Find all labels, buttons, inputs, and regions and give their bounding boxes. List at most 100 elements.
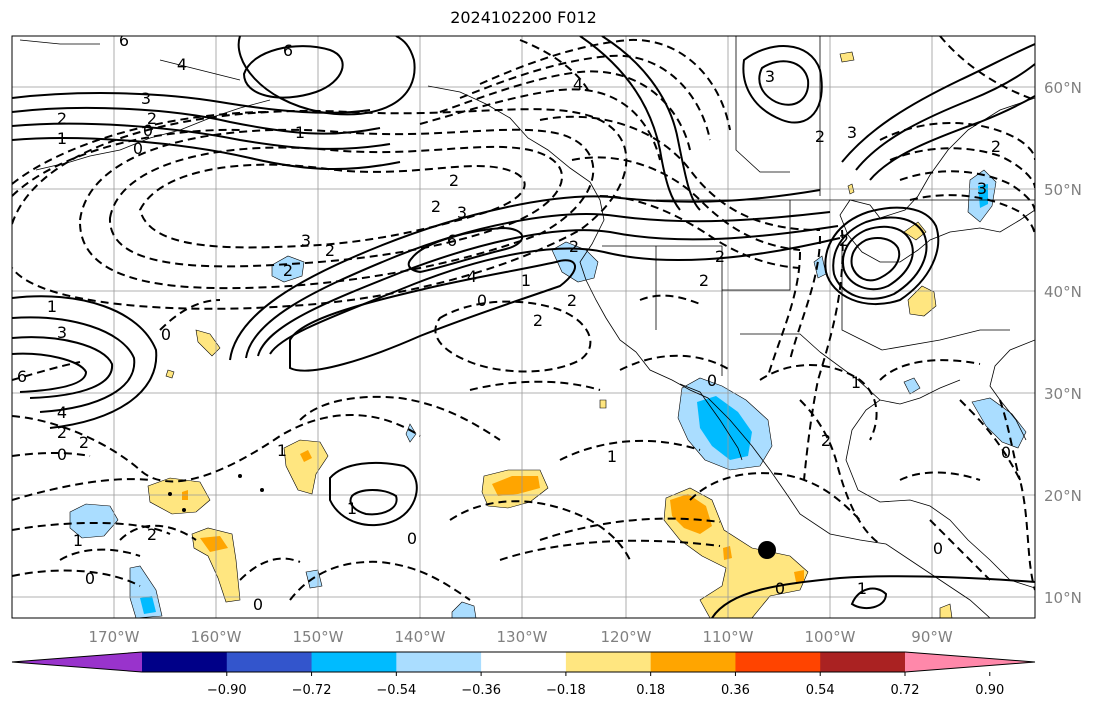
contour-label: 1 — [73, 531, 83, 550]
contour-label: 3 — [457, 203, 467, 222]
islands — [168, 474, 264, 512]
lat-label: 40°N — [1044, 283, 1082, 301]
contour-label: 3 — [141, 89, 151, 108]
colorbar-tick-label: 0.18 — [636, 683, 665, 698]
shaded-orange-mexico-south — [670, 494, 712, 534]
dashed-contours — [12, 36, 1035, 601]
longitude-labels: 170°W 160°W 150°W 140°W 130°W 120°W 110°… — [89, 628, 953, 646]
lat-label: 30°N — [1044, 385, 1082, 403]
plot-frame — [11, 35, 1036, 619]
colorbar-bin — [735, 652, 821, 672]
shaded-orange-pac1 — [492, 476, 540, 496]
colorbar-tick-label: 0.90 — [975, 683, 1004, 698]
shaded-blue-hawaii — [69, 503, 119, 539]
contour-label: 1 — [607, 447, 617, 466]
contour-label: 2 — [57, 109, 67, 128]
map-plot-area: 6 4 3 2 1 0 2 0 1 6 4 3 2 6 4 3 2 2 0 2 … — [12, 31, 1035, 618]
colorbar-tick-label: −0.36 — [461, 683, 501, 698]
lat-label: 60°N — [1044, 79, 1082, 97]
lon-label: 100°W — [805, 628, 856, 646]
colorbar-bin — [142, 652, 228, 672]
contour-label: 3 — [765, 67, 775, 86]
colorbar-tick-label: 0.36 — [721, 683, 750, 698]
colorbar-tick-label: 0.72 — [891, 683, 920, 698]
shaded-orange-pac4 — [200, 536, 228, 552]
contour-label: 2 — [567, 291, 577, 310]
contour-label: 2 — [147, 109, 157, 128]
colorbar-extend-high — [905, 652, 1035, 672]
shaded-blue-florida — [971, 397, 1027, 449]
shaded-blue-pacific — [271, 255, 305, 283]
shaded-orange-pac2 — [300, 450, 312, 462]
lon-label: 130°W — [497, 628, 548, 646]
shaded-cyan-south — [140, 596, 156, 614]
shaded-yellow-pac2 — [283, 439, 329, 495]
contour-label: 4 — [573, 75, 583, 94]
shaded-orange-dot2 — [794, 570, 804, 582]
location-marker — [758, 541, 776, 559]
shaded-cyan-canada — [978, 184, 988, 208]
contour-label: 0 — [477, 291, 487, 310]
colorbar: −0.90 −0.72 −0.54 −0.36 −0.18 0.18 0.36 0.54 0.7… — [11, 651, 1036, 698]
contour-label: 1 — [521, 271, 531, 290]
colorbar-outline — [11, 651, 1036, 673]
contour-label: 0 — [85, 569, 95, 588]
contour-label: 0 — [707, 371, 717, 390]
contour-labels: 6 4 3 2 1 0 2 0 1 6 4 3 2 6 4 3 2 2 0 2 … — [17, 31, 1011, 614]
contour-label: 6 — [119, 31, 129, 50]
shaded-orange-dot — [723, 546, 732, 560]
contour-label: 1 — [47, 297, 57, 316]
shaded-blue-south2 — [305, 569, 323, 589]
lon-label: 90°W — [911, 628, 953, 646]
shaded-yellow-ny — [907, 285, 937, 317]
contour-label: 2 — [147, 525, 157, 544]
contour-label: 2 — [449, 171, 459, 190]
contour-label: 0 — [933, 539, 943, 558]
contour-label: 3 — [57, 323, 67, 342]
colorbar-bin — [820, 652, 906, 672]
colorbar-bin — [226, 652, 313, 672]
colorbar-bin — [565, 652, 652, 672]
shaded-cyan-mexico — [697, 396, 752, 460]
shaded-blue-tiny — [405, 423, 417, 443]
lat-label: 10°N — [1044, 589, 1082, 607]
colorbar-bin — [650, 652, 736, 672]
shaded-blue-gulf — [903, 377, 921, 395]
colorbar-bin — [396, 652, 482, 672]
contour-label: 2 — [815, 127, 825, 146]
shaded-regions — [69, 51, 1027, 618]
contour-label: 6 — [283, 41, 293, 60]
contour-label: 2 — [431, 197, 441, 216]
colorbar-bin — [481, 652, 567, 672]
contour-label: 2 — [325, 241, 335, 260]
contour-label: 3 — [301, 231, 311, 250]
contour-label: 3 — [977, 179, 987, 198]
contour-label: 2 — [699, 271, 709, 290]
contour-label: 1 — [295, 123, 305, 142]
contour-label: 4 — [177, 55, 187, 74]
contour-label: 1 — [57, 129, 67, 148]
lon-label: 140°W — [395, 628, 446, 646]
shaded-blue-tx — [813, 255, 827, 279]
contour-label: 2 — [821, 431, 831, 450]
contour-label: 2 — [533, 311, 543, 330]
contour-label: 1 — [857, 579, 867, 598]
colorbar-tick-label: −0.72 — [292, 683, 332, 698]
contour-label: 0 — [143, 121, 153, 140]
contour-label: 4 — [467, 267, 477, 286]
colorbar-bin — [311, 652, 397, 672]
contour-label: 2 — [79, 433, 89, 452]
colorbar-tick-label: −0.18 — [546, 683, 586, 698]
lon-label: 150°W — [293, 628, 344, 646]
lon-label: 170°W — [89, 628, 140, 646]
contour-label: 2 — [57, 423, 67, 442]
shaded-blue-south3 — [451, 601, 477, 618]
contour-label: 0 — [775, 579, 785, 598]
contour-label: 2 — [283, 261, 293, 280]
contour-label: 3 — [847, 123, 857, 142]
contour-label: 0 — [133, 139, 143, 158]
contour-label: 0 — [407, 529, 417, 548]
lon-label: 110°W — [703, 628, 754, 646]
latitude-labels: 60°N 50°N 40°N 30°N 20°N 10°N — [1044, 79, 1082, 607]
